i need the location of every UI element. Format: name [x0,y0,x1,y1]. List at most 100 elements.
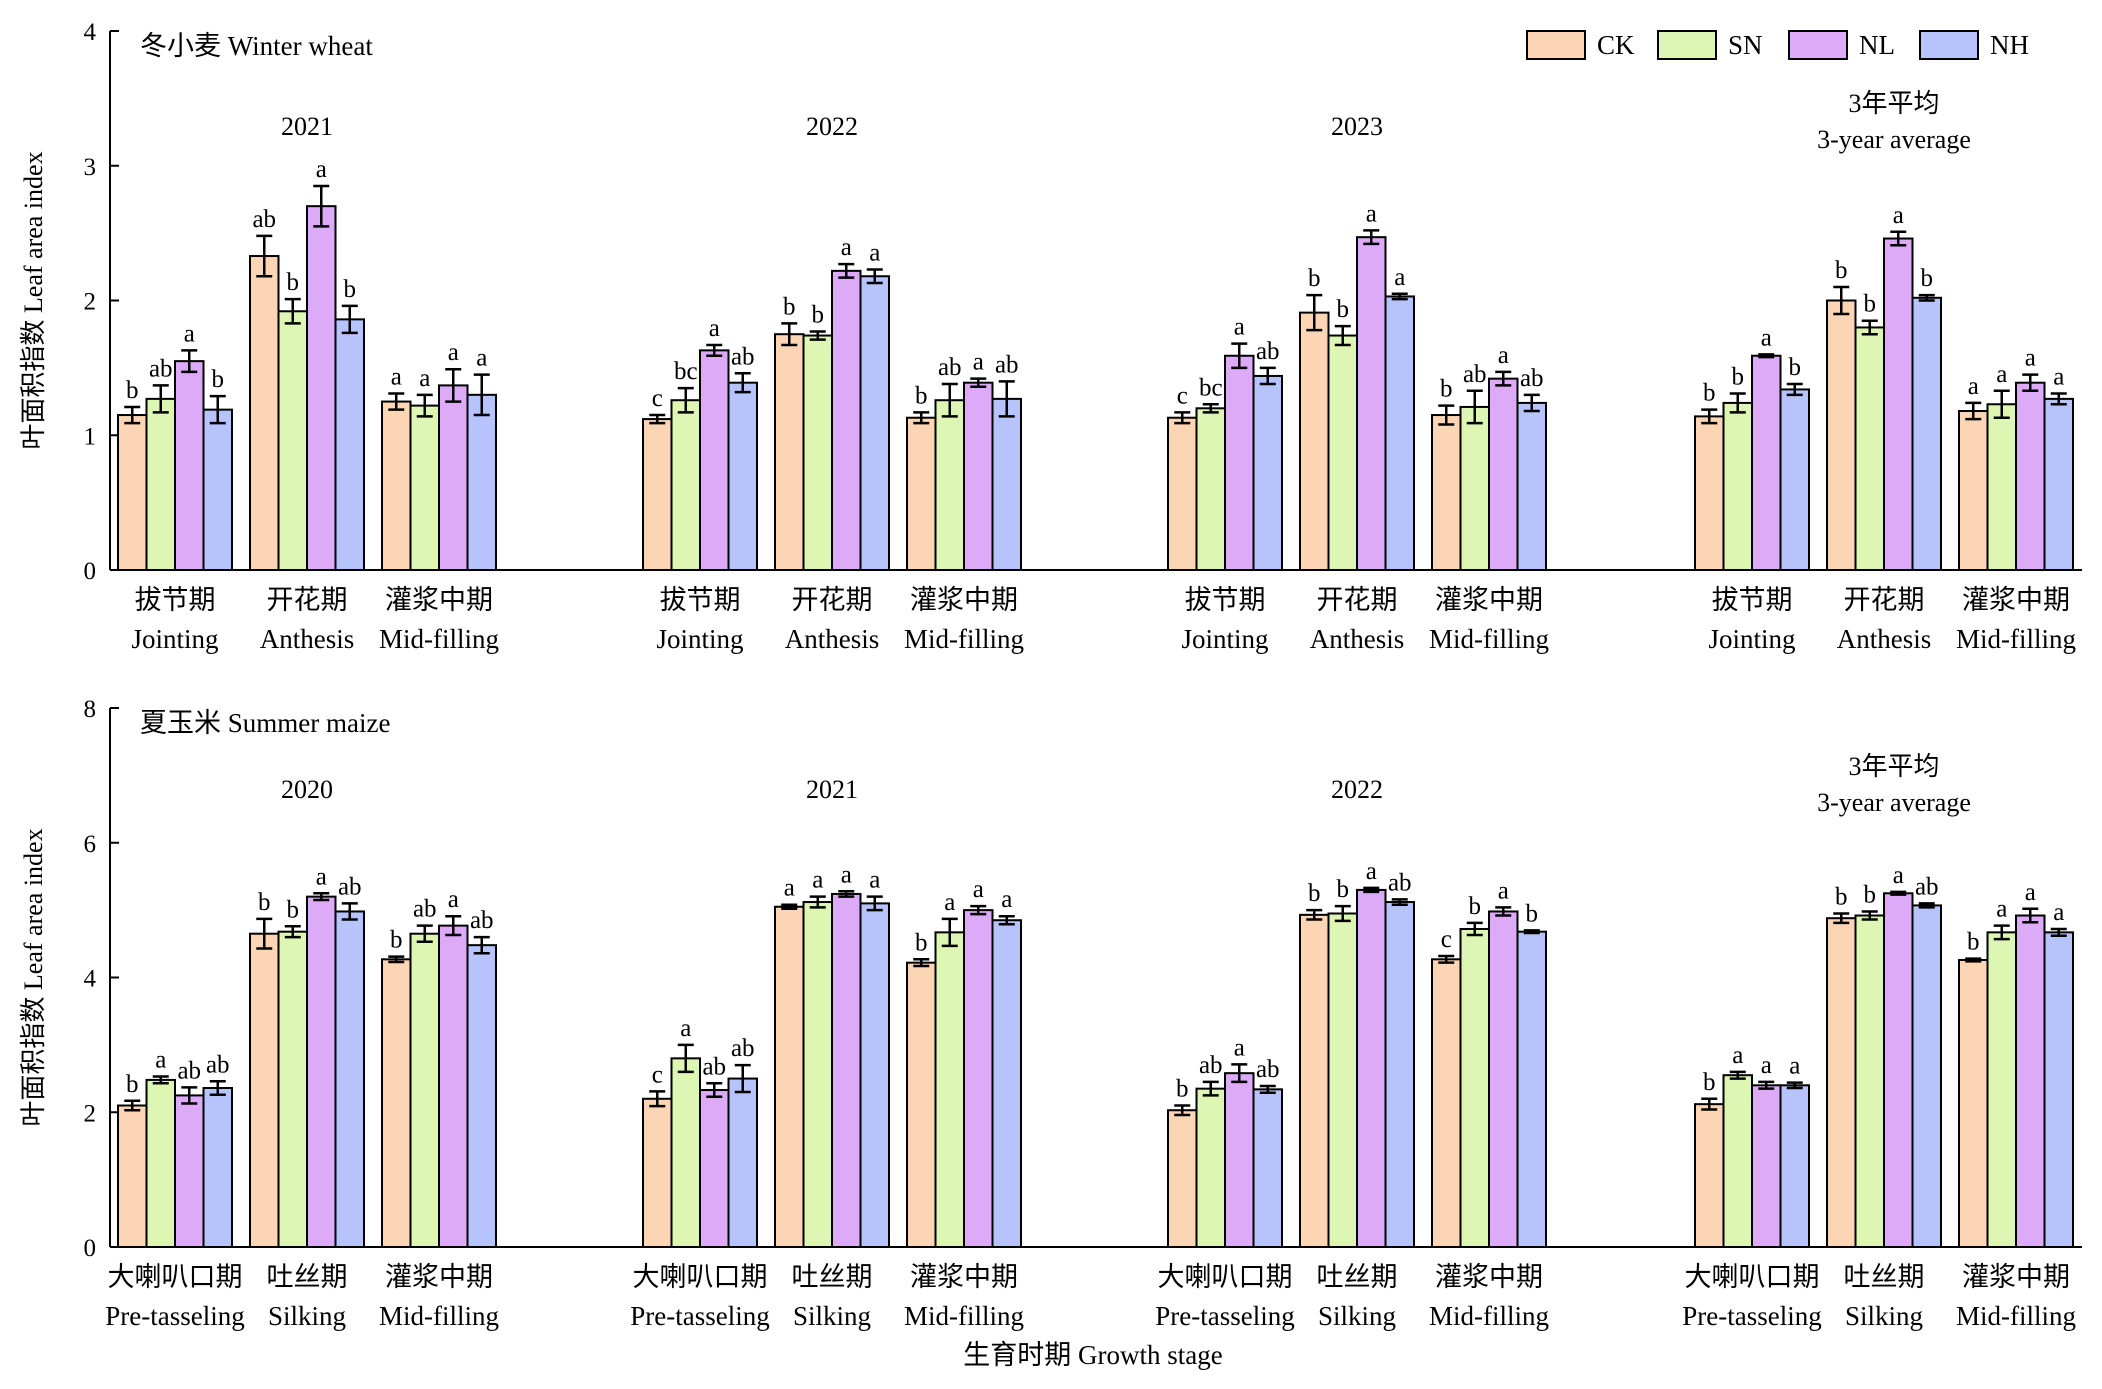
bar-nh [1911,296,1942,571]
significance-letter: ab [995,351,1019,378]
stage-label-en: Silking [1845,1301,1923,1331]
bar-nh [1516,930,1547,1248]
bar-nh [334,318,365,571]
significance-letter: a [680,1015,691,1042]
bar-nh [2043,397,2074,571]
significance-letter: a [1498,342,1509,369]
significance-letter: b [812,301,825,328]
y-tick-label: 2 [84,1100,97,1127]
bar-nl [438,924,469,1249]
significance-letter: a [1761,324,1772,351]
significance-letter: ab [252,206,276,233]
stage-label-en: Jointing [656,624,743,654]
panel-summer-maize: 0 2 4 6 8 叶面积指数 Leaf area index 夏玉米 Summer mai… [19,696,2082,1331]
bar-ck [1694,415,1725,572]
stage-label-zh: 灌浆中期 [1435,1262,1543,1292]
bar-ck [1958,958,1989,1248]
significance-letter: a [841,234,852,261]
bar-ck [1958,409,1989,571]
bar-ck [1167,416,1198,572]
bar-nl [2015,381,2046,572]
significance-letter: b [1864,291,1877,318]
group-year-label: 2022 [1331,775,1383,804]
significance-letter: a [476,345,487,372]
bar-ck [1299,311,1330,571]
bar-nh [202,1086,233,1248]
legend-label: SN [1728,30,1763,60]
significance-letter: b [915,382,928,409]
y-tick-label: 3 [84,154,97,181]
significance-letter: b [1921,265,1934,292]
significance-letter: ab [177,1057,201,1084]
bar-nl [963,381,994,572]
stage-label-zh: 灌浆中期 [1962,1262,2070,1292]
bar-nh [1252,1088,1283,1249]
bar-nh [202,408,233,571]
significance-letter: b [1440,376,1453,403]
bar-ck [1694,1103,1725,1249]
bar-ck [642,418,673,571]
bar-nh [466,944,497,1248]
bar-nh [991,919,1022,1248]
legend-swatch-nh [1919,30,1979,60]
stage-label-en: Mid-filling [1429,1301,1549,1331]
bar-ck [906,416,937,572]
stage-label-en: Pre-tasseling [1682,1301,1821,1331]
significance-letter: a [944,889,955,916]
significance-letter: a [184,320,195,347]
stage-label-zh: 灌浆中期 [1962,585,2070,615]
y-tick-label: 4 [84,966,97,993]
significance-letter: b [1835,257,1848,284]
legend: CK SN NL NH [1526,30,2029,60]
significance-letter: ab [1256,1056,1280,1083]
significance-letter: a [973,349,984,376]
significance-letter: ab [1388,869,1412,896]
stage-label-zh: 拔节期 [1712,585,1793,615]
significance-letter: a [1893,862,1904,889]
significance-letter: c [652,385,663,412]
significance-letter: a [1761,1052,1772,1079]
stage-label-en: Jointing [131,624,218,654]
significance-letter: b [1337,876,1350,903]
bar-nh [1516,401,1547,571]
bar-sn [1195,407,1226,571]
significance-letter: a [1996,361,2007,388]
bar-ck [117,414,148,571]
significance-letter: a [812,867,823,894]
bar-ck [117,1104,148,1248]
bar-sn [1327,334,1358,571]
stage-label-en: Anthesis [785,624,880,654]
bar-sn [670,1057,701,1248]
bar-ck [642,1097,673,1249]
significance-letter: ab [338,873,362,900]
significance-letter: a [1001,886,1012,913]
significance-letter: a [419,365,430,392]
stage-label-zh: 大喇叭口期 [633,1262,768,1292]
stage-label-zh: 吐丝期 [267,1262,348,1292]
bar-nh [1384,901,1415,1248]
significance-letter: c [1441,926,1452,953]
bar-nl [306,205,337,572]
stage-label-zh: 灌浆中期 [385,1262,493,1292]
stage-label-zh: 吐丝期 [792,1262,873,1292]
bar-sn [145,397,176,571]
significance-letter: b [1308,265,1321,292]
significance-letter: b [1835,883,1848,910]
bar-nl [831,892,862,1249]
stage-label-en: Anthesis [1310,624,1405,654]
bar-ck [774,905,805,1248]
significance-letter: a [391,363,402,390]
significance-letter: a [1732,1042,1743,1069]
significance-letter: a [316,156,327,183]
significance-letter: ab [1915,873,1939,900]
bar-nl [1751,1084,1782,1249]
y-tick-label: 4 [84,19,97,46]
bar-sn [934,931,965,1248]
bar-nh [2043,931,2074,1248]
bar-nl [2015,914,2046,1248]
y-tick-label: 6 [84,831,97,858]
bar-ck [774,333,805,571]
significance-letter: a [448,339,459,366]
bar-ck [381,958,412,1249]
